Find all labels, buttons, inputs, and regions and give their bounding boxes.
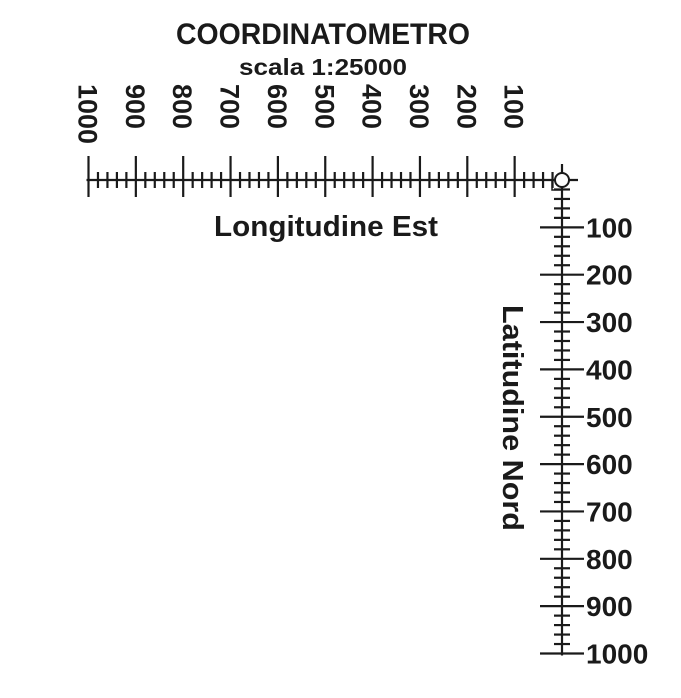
subtitle: scala 1:25000 xyxy=(239,54,407,80)
horizontal-tick-label: 1000 xyxy=(73,84,103,144)
vertical-tick-label: 600 xyxy=(586,449,633,480)
vertical-tick-label: 700 xyxy=(586,496,633,527)
horizontal-tick-label: 600 xyxy=(262,84,292,129)
horizontal-tick-label: 400 xyxy=(357,84,387,129)
vertical-tick-label: 400 xyxy=(586,354,633,385)
horizontal-tick-label: 200 xyxy=(451,84,481,129)
origin-circle xyxy=(554,172,570,188)
vertical-tick-label: 100 xyxy=(586,212,633,243)
horizontal-tick-label: 700 xyxy=(215,84,245,129)
horizontal-tick-label: 100 xyxy=(499,84,529,129)
title: COORDINATOMETRO xyxy=(176,18,470,51)
horizontal-tick-label: 800 xyxy=(167,84,197,129)
vertical-label: Latitudine Nord xyxy=(496,305,528,531)
vertical-tick-label: 500 xyxy=(586,402,633,433)
vertical-tick-label: 800 xyxy=(586,544,633,575)
horizontal-tick-label: 500 xyxy=(309,84,339,129)
vertical-tick-label: 1000 xyxy=(586,639,648,670)
horizontal-label: Longitudine Est xyxy=(214,211,438,243)
rulers: 100 200 300 400 500 600 700 800 900 1000 100 200 300… xyxy=(73,84,649,670)
horizontal-tick-label: 900 xyxy=(120,84,150,129)
vertical-tick-label: 200 xyxy=(586,260,633,291)
vertical-tick-label: 900 xyxy=(586,591,633,622)
vertical-tick-label: 300 xyxy=(586,307,633,338)
horizontal-tick-label: 300 xyxy=(404,84,434,129)
